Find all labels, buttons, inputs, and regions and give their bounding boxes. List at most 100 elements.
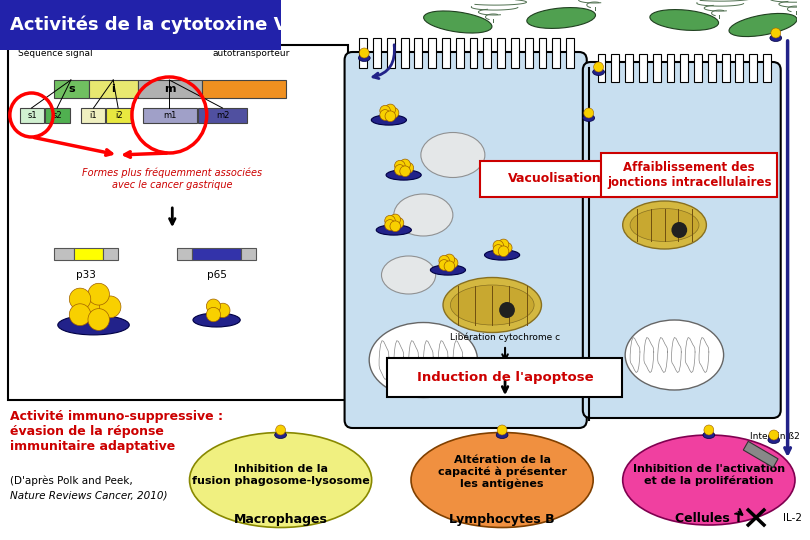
Text: s2: s2 bbox=[53, 111, 62, 120]
Circle shape bbox=[380, 105, 390, 116]
Text: Formes plus fréquemment associées
avec le cancer gastrique: Formes plus fréquemment associées avec l… bbox=[83, 168, 262, 190]
Text: Inhibition de la
fusion phagosome-lysosome: Inhibition de la fusion phagosome-lysoso… bbox=[192, 464, 369, 486]
Ellipse shape bbox=[430, 265, 466, 275]
Bar bbox=[360, 38, 367, 68]
Ellipse shape bbox=[497, 431, 508, 438]
Circle shape bbox=[385, 220, 395, 231]
Circle shape bbox=[388, 107, 399, 118]
Text: Nature Reviews Cancer, 2010): Nature Reviews Cancer, 2010) bbox=[10, 490, 168, 500]
Bar bbox=[241, 248, 256, 260]
Circle shape bbox=[498, 246, 509, 256]
Circle shape bbox=[207, 299, 220, 313]
Text: Libération cytochrome c: Libération cytochrome c bbox=[450, 333, 560, 342]
Text: Vacuolisation: Vacuolisation bbox=[509, 172, 602, 186]
Text: m: m bbox=[164, 84, 176, 94]
Bar bbox=[0, 0, 280, 50]
Circle shape bbox=[380, 110, 390, 120]
Text: Cellules T: Cellules T bbox=[675, 512, 743, 525]
Circle shape bbox=[594, 62, 603, 72]
Circle shape bbox=[584, 108, 594, 118]
Ellipse shape bbox=[484, 250, 520, 260]
Bar bbox=[143, 108, 197, 123]
Bar bbox=[202, 80, 285, 98]
Text: Séquence signal: Séquence signal bbox=[18, 49, 92, 58]
Circle shape bbox=[400, 159, 411, 170]
Text: i2: i2 bbox=[115, 111, 122, 120]
Text: s1: s1 bbox=[28, 111, 36, 120]
Text: Domaine
autotransporteur: Domaine autotransporteur bbox=[212, 38, 290, 58]
FancyBboxPatch shape bbox=[387, 358, 622, 397]
Text: Altération de la
capacité à présenter
les antigènes: Altération de la capacité à présenter le… bbox=[437, 455, 567, 489]
Bar bbox=[415, 38, 422, 68]
Bar bbox=[198, 108, 247, 123]
Text: Activités de la cytotoxine VacA: Activités de la cytotoxine VacA bbox=[10, 16, 323, 34]
Ellipse shape bbox=[371, 115, 407, 125]
Circle shape bbox=[394, 165, 405, 176]
Circle shape bbox=[275, 425, 285, 435]
Ellipse shape bbox=[703, 431, 714, 438]
Circle shape bbox=[493, 245, 504, 255]
Circle shape bbox=[497, 425, 507, 435]
FancyBboxPatch shape bbox=[344, 52, 586, 428]
Text: Lymphocytes B: Lymphocytes B bbox=[450, 512, 555, 525]
Ellipse shape bbox=[275, 431, 287, 438]
Bar bbox=[552, 38, 561, 68]
Bar bbox=[428, 38, 436, 68]
Bar bbox=[19, 108, 45, 123]
Bar bbox=[45, 108, 70, 123]
Circle shape bbox=[215, 303, 230, 318]
Ellipse shape bbox=[623, 435, 795, 525]
Bar bbox=[612, 54, 620, 82]
Bar bbox=[735, 54, 744, 82]
Bar bbox=[54, 248, 74, 260]
Circle shape bbox=[444, 254, 454, 265]
Bar bbox=[708, 54, 716, 82]
Ellipse shape bbox=[190, 433, 372, 528]
Ellipse shape bbox=[583, 114, 595, 122]
Circle shape bbox=[390, 221, 400, 232]
Bar bbox=[177, 248, 192, 260]
Ellipse shape bbox=[386, 170, 421, 180]
Ellipse shape bbox=[650, 10, 718, 30]
Circle shape bbox=[499, 302, 515, 318]
Bar bbox=[456, 38, 463, 68]
Text: IL-2: IL-2 bbox=[782, 513, 802, 523]
Text: Activité immuno-suppressive :
évasion de la réponse
immunitaire adaptative: Activité immuno-suppressive : évasion de… bbox=[10, 410, 223, 453]
Bar bbox=[497, 38, 505, 68]
Circle shape bbox=[88, 309, 109, 330]
Circle shape bbox=[70, 288, 91, 310]
FancyBboxPatch shape bbox=[480, 161, 630, 197]
Ellipse shape bbox=[443, 278, 541, 333]
Circle shape bbox=[385, 215, 395, 226]
Text: m1: m1 bbox=[163, 111, 177, 120]
Text: Macrophages: Macrophages bbox=[233, 512, 327, 525]
Ellipse shape bbox=[394, 194, 453, 236]
Text: (D'après Polk and Peek,: (D'après Polk and Peek, bbox=[10, 475, 133, 485]
Circle shape bbox=[439, 255, 450, 266]
Circle shape bbox=[385, 111, 395, 122]
Text: m2: m2 bbox=[215, 111, 229, 120]
Bar bbox=[639, 54, 647, 82]
Bar bbox=[470, 38, 477, 68]
Bar bbox=[763, 54, 771, 82]
Text: Integrin ß2: Integrin ß2 bbox=[750, 432, 800, 441]
Bar bbox=[88, 80, 138, 98]
Circle shape bbox=[83, 296, 104, 318]
Ellipse shape bbox=[593, 69, 604, 76]
Circle shape bbox=[447, 258, 458, 268]
Circle shape bbox=[390, 214, 400, 225]
Bar bbox=[667, 54, 675, 82]
Circle shape bbox=[444, 261, 454, 272]
Text: Induction de l'apoptose: Induction de l'apoptose bbox=[416, 372, 594, 384]
Circle shape bbox=[100, 296, 121, 318]
Circle shape bbox=[88, 284, 109, 305]
Circle shape bbox=[771, 28, 781, 38]
Bar bbox=[138, 80, 202, 98]
Bar bbox=[387, 38, 394, 68]
Bar bbox=[722, 54, 730, 82]
Circle shape bbox=[403, 163, 414, 173]
FancyBboxPatch shape bbox=[583, 62, 781, 418]
Ellipse shape bbox=[526, 8, 595, 29]
Ellipse shape bbox=[358, 55, 370, 62]
Circle shape bbox=[360, 48, 369, 58]
